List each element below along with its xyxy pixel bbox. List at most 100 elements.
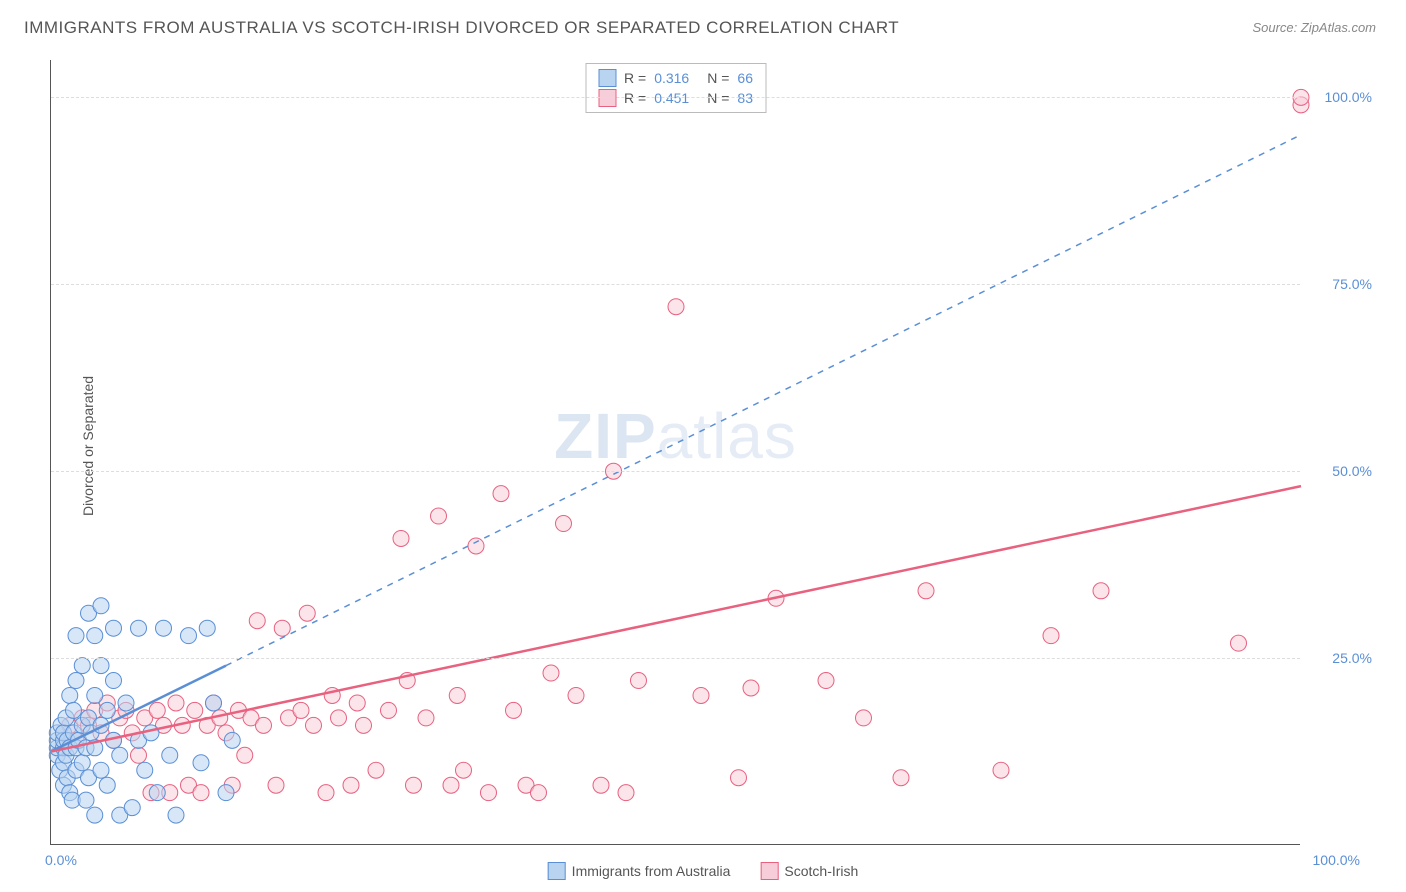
data-point bbox=[593, 777, 609, 793]
trendline bbox=[226, 135, 1301, 666]
gridline bbox=[51, 97, 1300, 98]
data-point bbox=[74, 755, 90, 771]
data-point bbox=[62, 687, 78, 703]
data-point bbox=[418, 710, 434, 726]
data-point bbox=[349, 695, 365, 711]
data-point bbox=[918, 583, 934, 599]
data-point bbox=[568, 687, 584, 703]
data-point bbox=[618, 785, 634, 801]
data-point bbox=[268, 777, 284, 793]
data-point bbox=[1043, 628, 1059, 644]
data-point bbox=[531, 785, 547, 801]
data-point bbox=[274, 620, 290, 636]
data-point bbox=[318, 785, 334, 801]
data-point bbox=[393, 530, 409, 546]
data-point bbox=[249, 613, 265, 629]
data-point bbox=[256, 717, 272, 733]
chart-svg bbox=[51, 60, 1300, 844]
data-point bbox=[381, 702, 397, 718]
data-point bbox=[443, 777, 459, 793]
data-point bbox=[187, 702, 203, 718]
y-tick-label: 25.0% bbox=[1332, 650, 1372, 666]
data-point bbox=[343, 777, 359, 793]
data-point bbox=[68, 673, 84, 689]
legend-label-a: Immigrants from Australia bbox=[572, 863, 731, 879]
chart-title: IMMIGRANTS FROM AUSTRALIA VS SCOTCH-IRIS… bbox=[24, 18, 899, 38]
data-point bbox=[149, 702, 165, 718]
data-point bbox=[506, 702, 522, 718]
data-point bbox=[306, 717, 322, 733]
legend-item-a: Immigrants from Australia bbox=[548, 862, 731, 880]
data-point bbox=[456, 762, 472, 778]
y-tick-label: 50.0% bbox=[1332, 463, 1372, 479]
data-point bbox=[78, 792, 94, 808]
plot-area: ZIPatlas R = 0.316 N = 66 R = 0.451 N = … bbox=[50, 60, 1300, 845]
data-point bbox=[193, 785, 209, 801]
y-tick-label: 75.0% bbox=[1332, 276, 1372, 292]
data-point bbox=[224, 732, 240, 748]
data-point bbox=[431, 508, 447, 524]
data-point bbox=[299, 605, 315, 621]
data-point bbox=[181, 628, 197, 644]
data-point bbox=[693, 687, 709, 703]
gridline bbox=[51, 658, 1300, 659]
data-point bbox=[481, 785, 497, 801]
data-point bbox=[468, 538, 484, 554]
gridline bbox=[51, 284, 1300, 285]
x-tick-label: 0.0% bbox=[45, 852, 77, 868]
data-point bbox=[493, 486, 509, 502]
data-point bbox=[93, 598, 109, 614]
source-attribution: Source: ZipAtlas.com bbox=[1252, 20, 1376, 35]
data-point bbox=[112, 747, 128, 763]
data-point bbox=[149, 785, 165, 801]
data-point bbox=[449, 687, 465, 703]
data-point bbox=[168, 807, 184, 823]
data-point bbox=[118, 695, 134, 711]
data-point bbox=[131, 620, 147, 636]
data-point bbox=[543, 665, 559, 681]
legend-swatch-b bbox=[760, 862, 778, 880]
data-point bbox=[124, 800, 140, 816]
data-point bbox=[668, 299, 684, 315]
data-point bbox=[66, 702, 82, 718]
y-tick-label: 100.0% bbox=[1325, 89, 1372, 105]
data-point bbox=[293, 702, 309, 718]
data-point bbox=[193, 755, 209, 771]
data-point bbox=[87, 807, 103, 823]
data-point bbox=[131, 747, 147, 763]
legend-item-b: Scotch-Irish bbox=[760, 862, 858, 880]
data-point bbox=[893, 770, 909, 786]
data-point bbox=[1231, 635, 1247, 651]
data-point bbox=[743, 680, 759, 696]
data-point bbox=[856, 710, 872, 726]
gridline bbox=[51, 471, 1300, 472]
data-point bbox=[93, 658, 109, 674]
data-point bbox=[99, 702, 115, 718]
data-point bbox=[818, 673, 834, 689]
data-point bbox=[218, 785, 234, 801]
data-point bbox=[162, 747, 178, 763]
x-tick-label: 100.0% bbox=[1313, 852, 1360, 868]
data-point bbox=[106, 620, 122, 636]
data-point bbox=[137, 762, 153, 778]
data-point bbox=[556, 516, 572, 532]
data-point bbox=[368, 762, 384, 778]
data-point bbox=[237, 747, 253, 763]
data-point bbox=[199, 620, 215, 636]
data-point bbox=[993, 762, 1009, 778]
trendline bbox=[51, 486, 1301, 751]
data-point bbox=[87, 628, 103, 644]
data-point bbox=[206, 695, 222, 711]
data-point bbox=[331, 710, 347, 726]
data-point bbox=[731, 770, 747, 786]
legend-series: Immigrants from Australia Scotch-Irish bbox=[548, 862, 859, 880]
legend-swatch-a bbox=[548, 862, 566, 880]
data-point bbox=[93, 762, 109, 778]
data-point bbox=[156, 620, 172, 636]
data-point bbox=[631, 673, 647, 689]
data-point bbox=[106, 673, 122, 689]
data-point bbox=[74, 658, 90, 674]
data-point bbox=[68, 628, 84, 644]
data-point bbox=[406, 777, 422, 793]
data-point bbox=[143, 725, 159, 741]
